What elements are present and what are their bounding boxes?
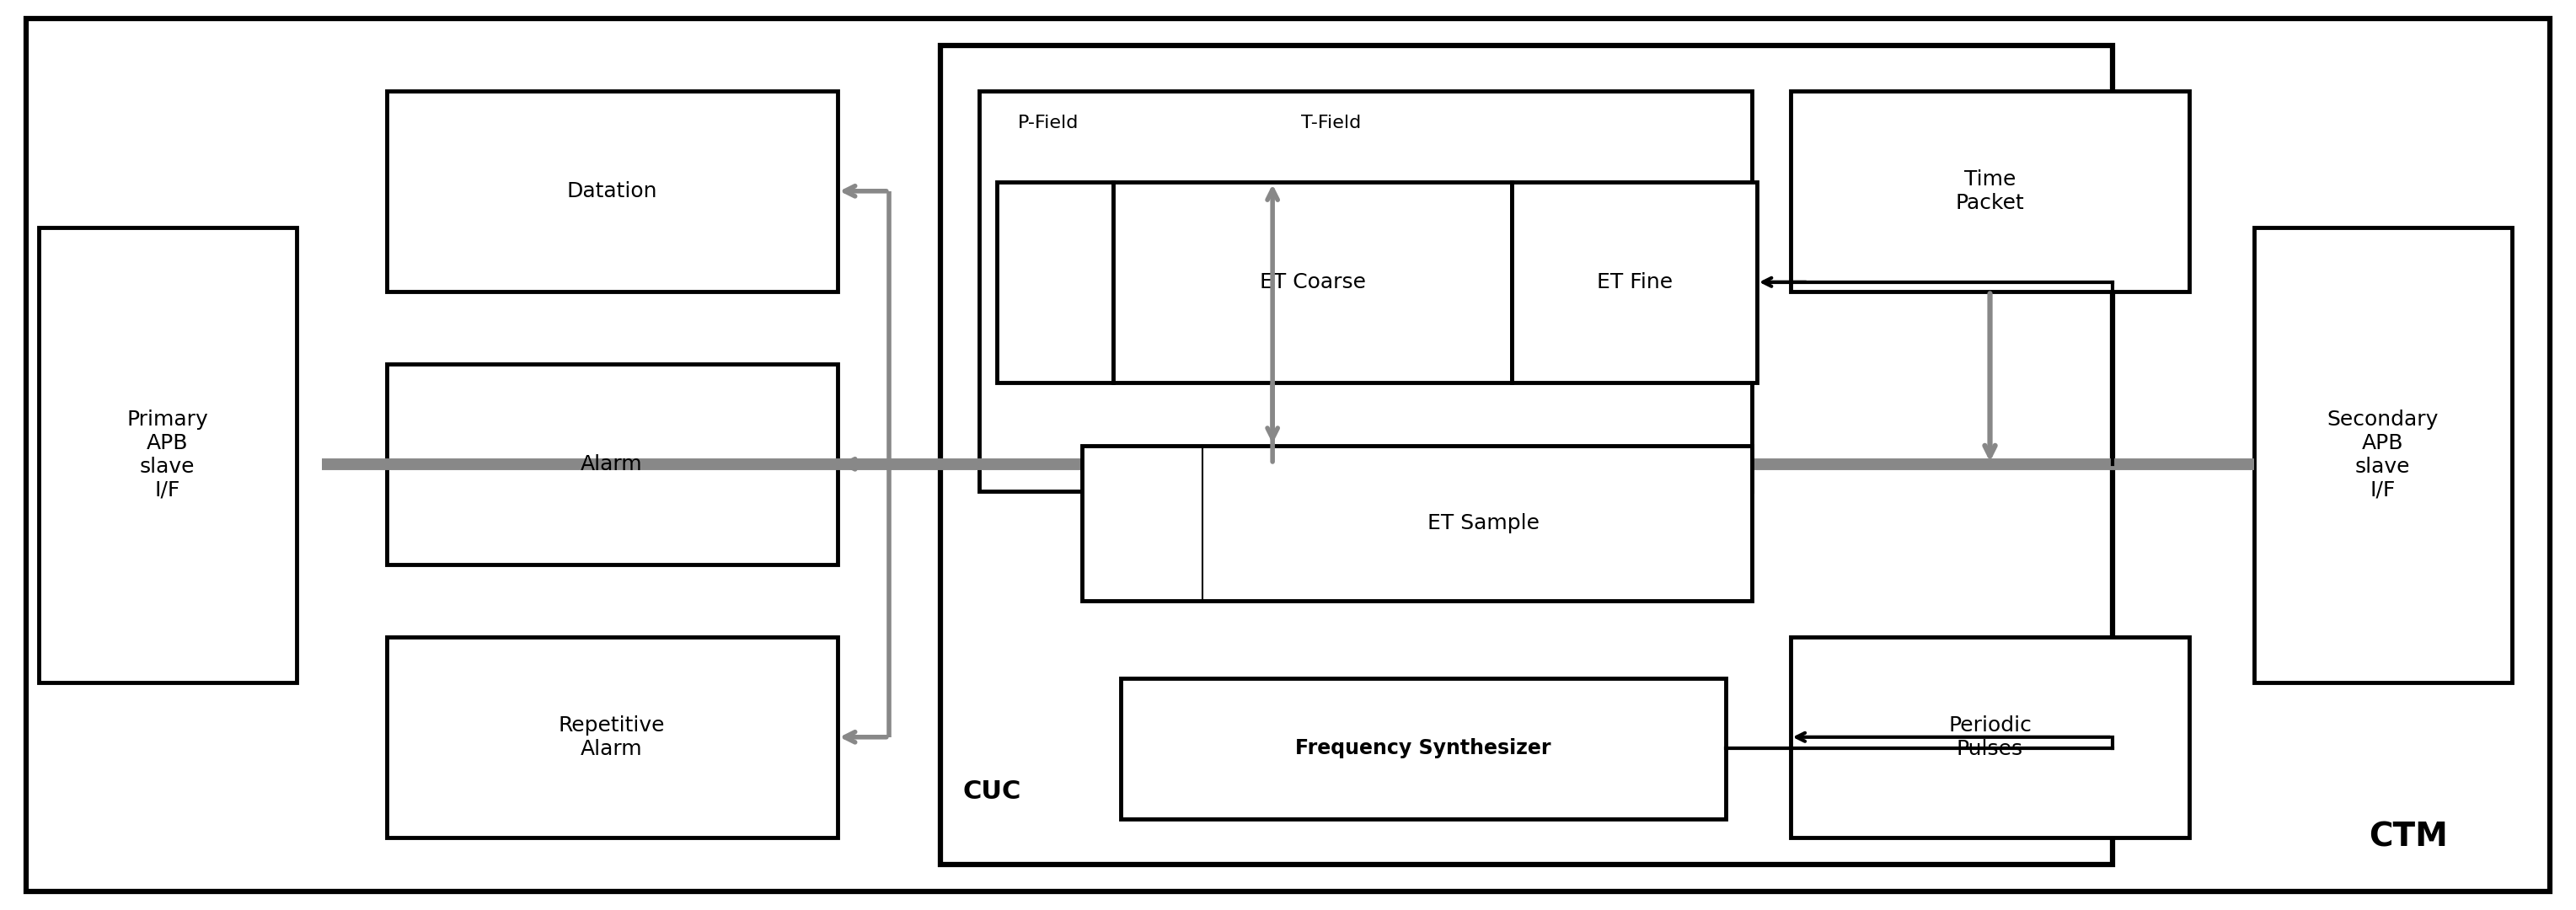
FancyBboxPatch shape: [1790, 637, 2190, 837]
Text: P-Field: P-Field: [1018, 115, 1079, 131]
Text: Periodic
Pulses: Periodic Pulses: [1947, 715, 2032, 759]
Text: CTM: CTM: [2370, 821, 2447, 854]
Text: CUC: CUC: [963, 780, 1020, 804]
Text: T-Field: T-Field: [1301, 115, 1360, 131]
FancyBboxPatch shape: [39, 228, 296, 682]
FancyBboxPatch shape: [997, 182, 1113, 382]
FancyBboxPatch shape: [1113, 182, 1512, 382]
Text: ET Coarse: ET Coarse: [1260, 272, 1365, 292]
Text: ET Sample: ET Sample: [1427, 513, 1540, 533]
FancyBboxPatch shape: [1082, 446, 1752, 601]
FancyBboxPatch shape: [1790, 91, 2190, 291]
FancyBboxPatch shape: [1121, 678, 1726, 819]
Text: Datation: Datation: [567, 181, 657, 201]
Text: Alarm: Alarm: [580, 454, 644, 474]
FancyBboxPatch shape: [386, 91, 837, 291]
FancyBboxPatch shape: [979, 91, 1752, 491]
Text: Repetitive
Alarm: Repetitive Alarm: [559, 715, 665, 759]
Text: Secondary
APB
slave
I/F: Secondary APB slave I/F: [2326, 410, 2439, 500]
Text: ET Fine: ET Fine: [1597, 272, 1672, 292]
FancyBboxPatch shape: [386, 637, 837, 837]
Text: Frequency Synthesizer: Frequency Synthesizer: [1296, 738, 1551, 759]
FancyBboxPatch shape: [1512, 182, 1757, 382]
FancyBboxPatch shape: [940, 46, 2112, 864]
Text: Primary
APB
slave
I/F: Primary APB slave I/F: [126, 410, 209, 500]
FancyBboxPatch shape: [26, 18, 2550, 892]
Text: Time
Packet: Time Packet: [1955, 169, 2025, 213]
FancyBboxPatch shape: [386, 364, 837, 564]
FancyBboxPatch shape: [2254, 228, 2512, 682]
